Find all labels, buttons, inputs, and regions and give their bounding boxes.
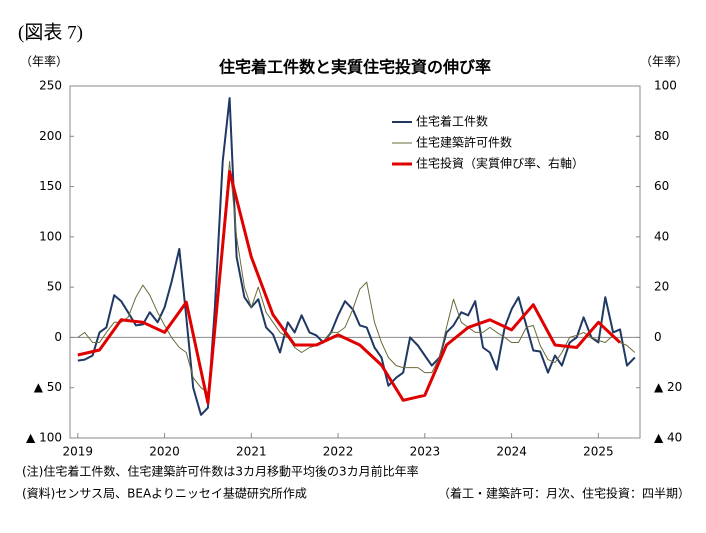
chart-title: 住宅着工件数と実質住宅投資の伸び率	[219, 58, 491, 77]
x-tick-label: 2024	[496, 445, 527, 459]
x-tick-label: 2022	[323, 445, 354, 459]
series-line	[77, 160, 636, 394]
y-tick-label: 150	[39, 179, 62, 193]
y-tick-label: 100	[39, 229, 62, 243]
series-line	[77, 170, 622, 405]
y2-tick-label: 20	[654, 280, 669, 294]
y2-axis-label: （年率）	[640, 54, 688, 69]
note: (注)住宅着工件数、住宅建築許可件数は3カ月移動平均後の3カ月前比年率	[22, 464, 419, 479]
y-tick-label: 200	[39, 129, 62, 143]
y2-tick-label: 60	[654, 179, 669, 193]
x-tick-label: 2023	[410, 445, 441, 459]
x-tick-label: 2019	[63, 445, 94, 459]
y-tick-label: 250	[39, 79, 62, 93]
y2-tick-label: ▲ 20	[654, 380, 682, 394]
y2-tick-label: ▲ 40	[654, 431, 682, 445]
legend-label: 住宅着工件数	[416, 114, 488, 129]
y2-tick-label: 100	[654, 79, 677, 93]
x-tick-label: 2020	[149, 445, 180, 459]
source: (資料)センサス局、BEAよりニッセイ基礎研究所作成	[22, 486, 307, 501]
y-tick-label: ▲ 50	[34, 380, 62, 394]
y-tick-label: ▲ 100	[26, 431, 62, 445]
plot-frame	[69, 85, 641, 439]
legend-label: 住宅建築許可件数	[416, 135, 512, 150]
frequency-note: （着工・建築許可：月次、住宅投資：四半期）	[438, 486, 690, 501]
legend-label: 住宅投資（実質伸び率、右軸）	[416, 156, 584, 171]
x-tick-label: 2021	[236, 445, 267, 459]
y2-tick-label: 40	[654, 229, 669, 243]
y-tick-label: 50	[47, 280, 62, 294]
figure-label: (図表 7)	[18, 21, 83, 43]
y2-tick-label: 80	[654, 129, 669, 143]
series-line	[77, 97, 636, 416]
y-axis-label: （年率）	[20, 54, 68, 69]
y2-tick-label: 0	[654, 330, 662, 344]
x-tick-label: 2025	[583, 445, 614, 459]
y-tick-label: 0	[54, 330, 62, 344]
